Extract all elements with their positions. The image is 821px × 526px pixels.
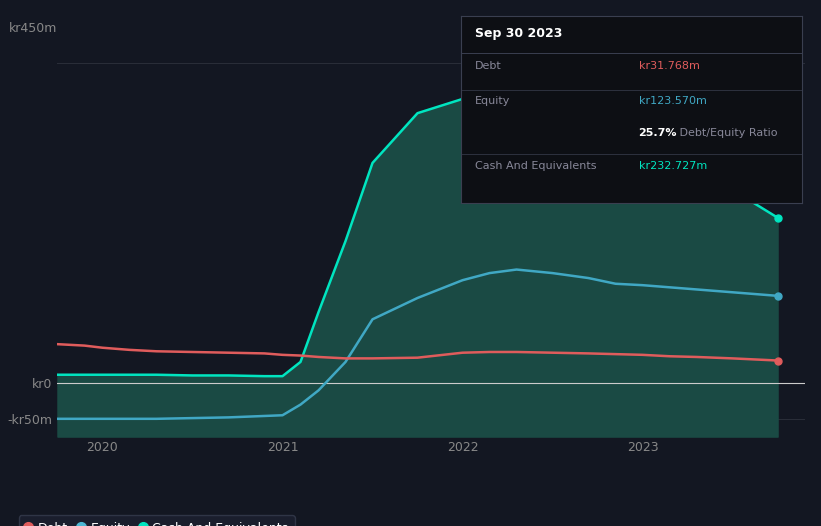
Text: kr123.570m: kr123.570m [639, 96, 706, 106]
Text: Cash And Equivalents: Cash And Equivalents [475, 161, 597, 171]
Text: Sep 30 2023: Sep 30 2023 [475, 27, 562, 40]
Text: kr450m: kr450m [9, 22, 57, 35]
Text: Equity: Equity [475, 96, 511, 106]
Text: kr31.768m: kr31.768m [639, 60, 699, 70]
Text: 25.7%: 25.7% [639, 128, 677, 138]
Text: kr232.727m: kr232.727m [639, 161, 707, 171]
Point [771, 214, 784, 222]
Text: Debt/Equity Ratio: Debt/Equity Ratio [676, 128, 777, 138]
Point [771, 356, 784, 365]
Text: Debt: Debt [475, 60, 502, 70]
Legend: Debt, Equity, Cash And Equivalents: Debt, Equity, Cash And Equivalents [19, 515, 295, 526]
Point [771, 291, 784, 300]
